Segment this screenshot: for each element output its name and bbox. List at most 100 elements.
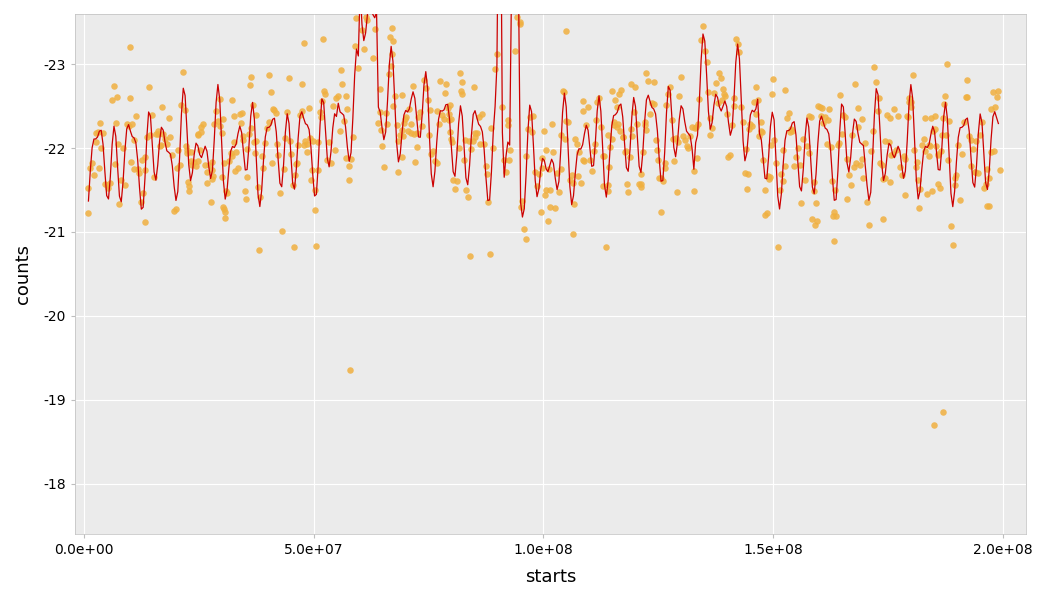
Point <box>760 175 777 184</box>
Point <box>819 139 836 149</box>
Point <box>622 152 638 161</box>
Point <box>292 110 309 120</box>
Point <box>849 103 866 112</box>
Point <box>383 61 400 70</box>
Point <box>985 88 1002 97</box>
Point <box>904 70 921 80</box>
Point <box>106 81 123 91</box>
Point <box>248 137 265 146</box>
Point <box>161 113 177 122</box>
Point <box>982 104 999 114</box>
Point <box>540 217 557 226</box>
Point <box>233 109 250 118</box>
Point <box>456 155 472 165</box>
Point <box>421 130 438 140</box>
Point <box>587 139 604 148</box>
Point <box>203 197 219 207</box>
Point <box>269 139 286 149</box>
Point <box>454 77 470 87</box>
Point <box>154 130 171 139</box>
Point <box>753 127 770 137</box>
Point <box>926 124 943 134</box>
Point <box>914 140 930 150</box>
Point <box>656 158 673 168</box>
Point <box>956 118 972 127</box>
Point <box>247 148 264 158</box>
Point <box>223 149 239 158</box>
Point <box>822 143 839 152</box>
Point <box>820 104 837 113</box>
Point <box>770 242 786 252</box>
Point <box>917 113 933 123</box>
Point <box>759 171 776 181</box>
Point <box>297 136 314 146</box>
Point <box>299 139 316 148</box>
Point <box>866 62 883 72</box>
Point <box>265 104 281 114</box>
Point <box>196 161 213 170</box>
Point <box>139 133 155 142</box>
Point <box>441 100 458 109</box>
Point <box>609 122 626 132</box>
Point <box>832 90 848 100</box>
Point <box>774 176 791 186</box>
Point <box>313 112 330 122</box>
Point <box>704 124 720 133</box>
Point <box>854 114 870 124</box>
Point <box>518 235 534 244</box>
Point <box>428 106 445 116</box>
Point <box>886 104 903 114</box>
Point <box>600 130 616 140</box>
Point <box>322 158 339 168</box>
Point <box>182 156 198 166</box>
Point <box>637 68 654 78</box>
Point <box>665 134 681 144</box>
Point <box>129 164 146 173</box>
Point <box>600 181 616 190</box>
Point <box>543 119 560 128</box>
Point <box>146 172 163 182</box>
Point <box>149 129 166 139</box>
Point <box>136 165 153 175</box>
Point <box>357 12 374 22</box>
Point <box>782 124 799 134</box>
Point <box>572 178 589 188</box>
Point <box>686 166 702 176</box>
Point <box>173 100 190 110</box>
Point <box>355 44 372 53</box>
Point <box>453 86 469 95</box>
Point <box>512 202 529 212</box>
Point <box>820 116 837 125</box>
Point <box>901 98 918 107</box>
Point <box>978 179 994 189</box>
Point <box>496 155 512 165</box>
Point <box>879 110 896 120</box>
Point <box>970 168 987 178</box>
Point <box>607 95 624 105</box>
Point <box>824 211 841 221</box>
Point <box>459 192 476 202</box>
Point <box>419 95 436 104</box>
Point <box>857 138 874 148</box>
Point <box>192 122 209 132</box>
Point <box>694 22 711 31</box>
Point <box>798 141 815 151</box>
Point <box>424 146 441 156</box>
Point <box>106 160 123 169</box>
Point <box>123 158 140 167</box>
Point <box>346 41 363 51</box>
Point <box>651 173 668 182</box>
Point <box>620 188 636 197</box>
Point <box>576 157 593 166</box>
Point <box>708 79 724 88</box>
Point <box>839 154 856 163</box>
Point <box>210 116 227 125</box>
Point <box>833 129 849 139</box>
Point <box>94 128 111 138</box>
Point <box>953 149 970 158</box>
Point <box>842 181 859 190</box>
Point <box>516 224 532 233</box>
Point <box>874 160 890 170</box>
Point <box>426 156 443 166</box>
Point <box>669 137 686 147</box>
